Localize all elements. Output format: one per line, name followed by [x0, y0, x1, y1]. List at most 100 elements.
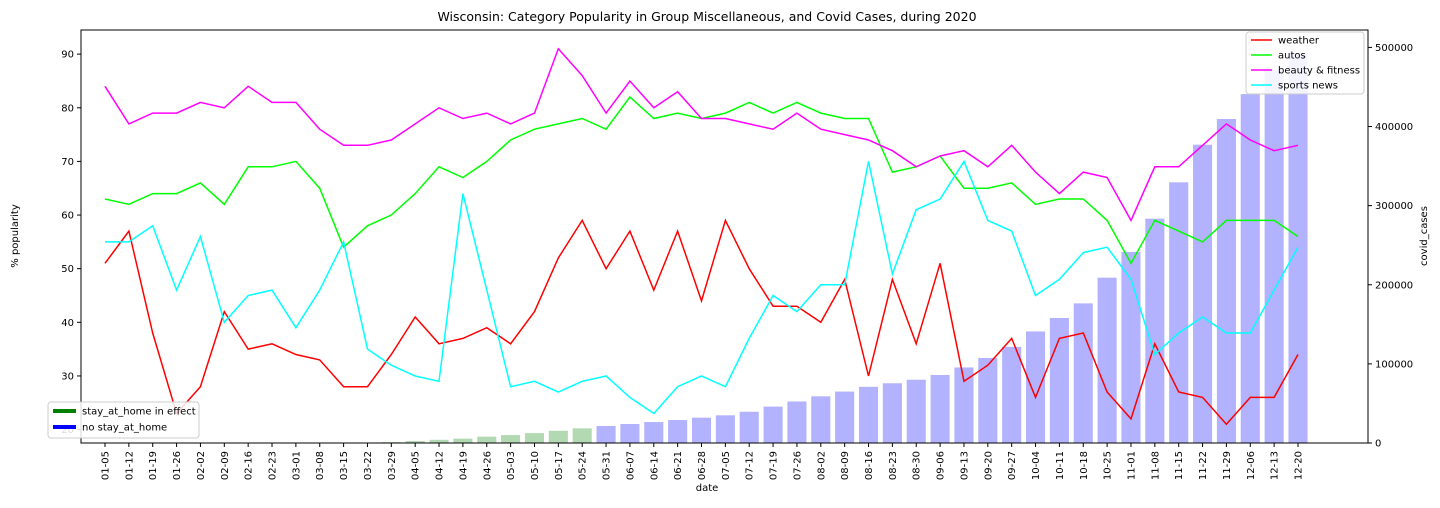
y-right-tick-label: 100000 [1375, 359, 1413, 370]
y-right-tick-label: 0 [1375, 439, 1381, 450]
x-tick-label: 05-17 [554, 451, 565, 480]
x-tick-label: 07-26 [792, 451, 803, 480]
x-tick-label: 03-22 [363, 451, 374, 480]
legend-line-label: autos [1278, 51, 1306, 62]
y-axis-left-label: % popularity [10, 204, 21, 268]
covid-bar [1240, 94, 1260, 443]
x-tick-label: 04-26 [482, 451, 493, 480]
covid-bar [715, 415, 735, 443]
x-tick-label: 09-13 [959, 451, 970, 480]
y-left-tick-label: 50 [61, 264, 74, 275]
y-right-tick-label: 400000 [1375, 122, 1413, 133]
x-tick-label: 03-01 [291, 451, 302, 480]
x-tick-label: 03-08 [315, 451, 326, 480]
x-tick-label: 03-29 [387, 451, 398, 480]
covid-bar [691, 417, 712, 443]
x-tick-label: 06-07 [625, 451, 636, 480]
covid-bar [811, 396, 831, 443]
x-tick-label: 06-21 [673, 451, 684, 480]
covid-bar [1193, 144, 1213, 443]
legend-bars: stay_at_home in effect no stay_at_home [47, 401, 200, 439]
x-tick-label: 06-14 [649, 451, 660, 480]
covid-bar [978, 357, 998, 443]
covid-bar [548, 430, 568, 443]
covid-bar [906, 379, 926, 443]
y-axis-right-ticks: 0 100000 200000 300000 400000 500000 [1368, 43, 1413, 450]
covid-bar [501, 435, 521, 443]
x-tick-label: 02-02 [196, 451, 207, 480]
x-tick-label: 01-05 [101, 451, 112, 480]
x-tick-label: 10-18 [1079, 451, 1090, 480]
x-axis-ticks: 01-05 01-12 01-19 01-26 02-02 02-09 02-16 02-23… [101, 443, 1305, 480]
legend-bar-label: no stay_at_home [82, 423, 167, 434]
x-tick-label: 11-01 [1126, 451, 1137, 480]
x-tick-label: 10-25 [1103, 451, 1114, 480]
x-tick-label: 11-29 [1222, 451, 1233, 480]
legend-bars-box [47, 401, 200, 439]
covid-bar [477, 436, 497, 443]
x-tick-label: 07-05 [721, 451, 732, 480]
y-right-tick-label: 300000 [1375, 201, 1413, 212]
x-tick-label: 02-09 [220, 451, 231, 480]
x-tick-label: 08-09 [840, 451, 851, 480]
x-tick-label: 07-19 [769, 451, 780, 480]
covid-bar [954, 367, 974, 443]
covid-bar [668, 420, 688, 443]
x-tick-label: 05-24 [578, 451, 589, 480]
series-line-0 [104, 218, 1299, 426]
plot-frame [80, 29, 1369, 444]
covid-bar [882, 383, 902, 443]
covid-bar [405, 441, 425, 443]
y-right-tick-label: 200000 [1375, 280, 1413, 291]
x-tick-label: 01-19 [148, 451, 159, 480]
x-tick-label: 01-12 [124, 451, 135, 480]
covid-bar [739, 411, 759, 443]
legend-lines: weather autos beauty & fitness sports news [1245, 31, 1365, 95]
covid-bar [596, 425, 616, 443]
x-tick-label: 11-08 [1150, 451, 1161, 480]
x-axis-label: date [696, 483, 719, 494]
x-tick-label: 12-20 [1294, 451, 1305, 480]
x-tick-label: 02-16 [244, 451, 255, 480]
x-tick-label: 05-31 [602, 451, 613, 480]
x-tick-label: 09-20 [983, 451, 994, 480]
y-left-tick-label: 40 [61, 318, 74, 329]
covid-bar [524, 433, 545, 443]
x-tick-label: 07-12 [745, 451, 756, 480]
legend-lines-box [1245, 31, 1365, 95]
lines-layer [104, 47, 1299, 426]
covid-bar [1264, 70, 1284, 443]
covid-bar [1169, 182, 1189, 443]
y-left-tick-label: 70 [61, 157, 74, 168]
x-tick-label: 04-05 [411, 451, 422, 480]
covid-bar [1025, 331, 1046, 443]
x-tick-label: 03-15 [339, 451, 350, 480]
covid-bar [644, 422, 664, 443]
x-tick-label: 09-27 [1007, 451, 1018, 480]
x-tick-label: 04-19 [458, 451, 469, 480]
series-line-2 [104, 47, 1299, 223]
x-tick-label: 08-30 [912, 451, 923, 480]
y-right-tick-label: 500000 [1375, 43, 1413, 54]
covid-bar [1216, 119, 1236, 444]
covid-bar [930, 374, 950, 443]
x-tick-label: 10-11 [1055, 451, 1066, 480]
legend-line-label: sports news [1278, 81, 1338, 92]
covid-bar [858, 386, 879, 443]
legend-line-label: beauty & fitness [1278, 66, 1360, 77]
legend-line-label: weather [1278, 36, 1320, 47]
x-tick-label: 11-15 [1174, 451, 1185, 480]
y-left-tick-label: 90 [61, 50, 74, 61]
legend-bar-label: stay_at_home in effect [82, 407, 196, 418]
y-left-tick-label: 60 [61, 211, 74, 222]
x-tick-label: 08-23 [888, 451, 899, 480]
y-left-tick-label: 30 [61, 371, 74, 382]
series-line-3 [105, 159, 1299, 415]
x-tick-label: 01-26 [172, 451, 183, 480]
x-tick-label: 08-16 [864, 451, 875, 480]
x-tick-label: 06-28 [697, 451, 708, 480]
covid-bar [1145, 218, 1165, 443]
